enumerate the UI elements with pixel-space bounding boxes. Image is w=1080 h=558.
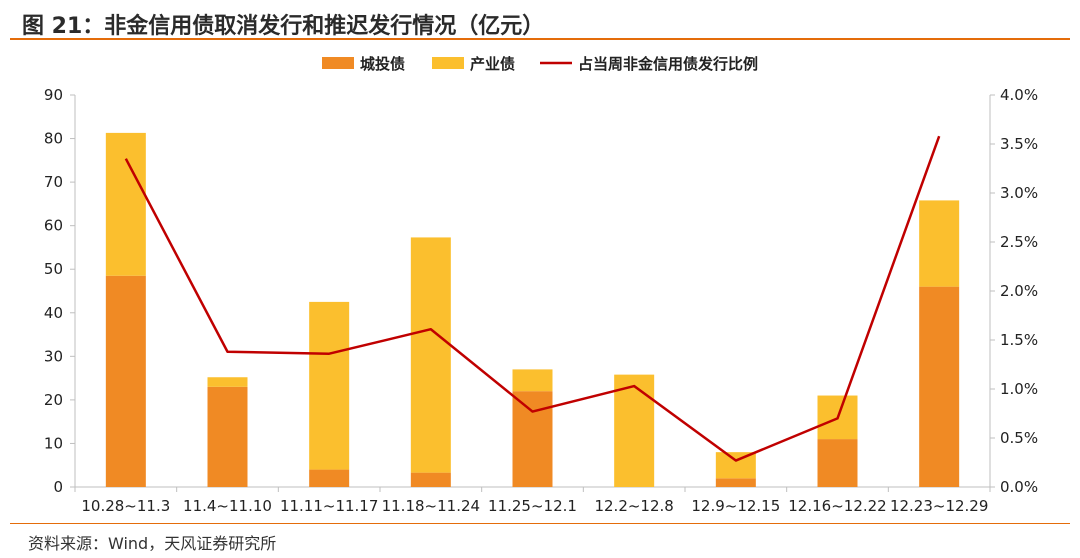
- left-tick-label: 60: [44, 217, 63, 235]
- right-tick-label: 0.5%: [1000, 429, 1038, 447]
- chart: 0 10 20 30 40 50 60 70 80 90 0.0% 0.5% 1.0% 1.5% 2.0% 2…: [44, 55, 1038, 515]
- legend-swatch-chengtou: [322, 57, 354, 69]
- x-tick-label: 12.9~12.15: [691, 497, 780, 515]
- legend-label-ratio: 占当周非金信用债发行比例: [578, 55, 758, 73]
- right-tick-label: 4.0%: [1000, 86, 1038, 104]
- bar-chengtou: [207, 386, 248, 487]
- bar-chanye: [512, 369, 553, 392]
- source-divider: [10, 523, 1070, 524]
- left-tick-label: 40: [44, 304, 63, 322]
- bar-chanye: [309, 301, 350, 470]
- bar-chengtou: [512, 391, 553, 487]
- x-tick-label: 11.4~11.10: [183, 497, 272, 515]
- right-tick-label: 1.5%: [1000, 331, 1038, 349]
- left-tick-label: 30: [44, 347, 63, 365]
- bar-chengtou: [309, 469, 350, 487]
- right-tick-label: 3.0%: [1000, 184, 1038, 202]
- legend-label-chanye: 产业债: [470, 55, 515, 73]
- bar-chanye: [919, 200, 960, 287]
- left-tick-label: 70: [44, 173, 63, 191]
- right-tick-label: 0.0%: [1000, 478, 1038, 496]
- bar-chengtou: [105, 275, 146, 487]
- x-tick-label: 12.16~12.22: [788, 497, 886, 515]
- bar-chengtou: [715, 478, 756, 487]
- right-tick-label: 1.0%: [1000, 380, 1038, 398]
- bar-chengtou: [410, 472, 451, 487]
- source-note: 资料来源：Wind，天风证券研究所: [28, 534, 277, 553]
- bar-chanye: [410, 237, 451, 473]
- bar-chengtou: [919, 286, 960, 487]
- left-tick-label: 20: [44, 391, 63, 409]
- bar-chengtou: [817, 439, 858, 487]
- left-tick-label: 90: [44, 86, 63, 104]
- right-tick-label: 2.5%: [1000, 233, 1038, 251]
- right-tick-label: 3.5%: [1000, 135, 1038, 153]
- bar-chanye: [207, 377, 248, 387]
- left-tick-label: 10: [44, 434, 63, 452]
- left-tick-label: 80: [44, 130, 63, 148]
- right-tick-label: 2.0%: [1000, 282, 1038, 300]
- bar-chanye: [715, 452, 756, 479]
- x-tick-label: 12.23~12.29: [890, 497, 988, 515]
- x-tick-label: 11.25~12.1: [488, 497, 577, 515]
- title-divider: [10, 38, 1070, 40]
- bar-chanye: [614, 374, 655, 487]
- x-tick-label: 11.18~11.24: [382, 497, 480, 515]
- ratio-line: [124, 135, 941, 462]
- bar-chanye: [105, 132, 146, 276]
- legend-swatch-chanye: [432, 57, 464, 69]
- legend-label-chengtou: 城投债: [360, 55, 405, 73]
- x-tick-label: 11.11~11.17: [280, 497, 378, 515]
- left-tick-label: 50: [44, 260, 63, 278]
- left-tick-label: 0: [53, 478, 63, 496]
- x-tick-label: 10.28~11.3: [81, 497, 170, 515]
- chart-title: 图 21：非金信用债取消发行和推迟发行情况（亿元）: [22, 14, 545, 39]
- x-tick-label: 12.2~12.8: [594, 497, 673, 515]
